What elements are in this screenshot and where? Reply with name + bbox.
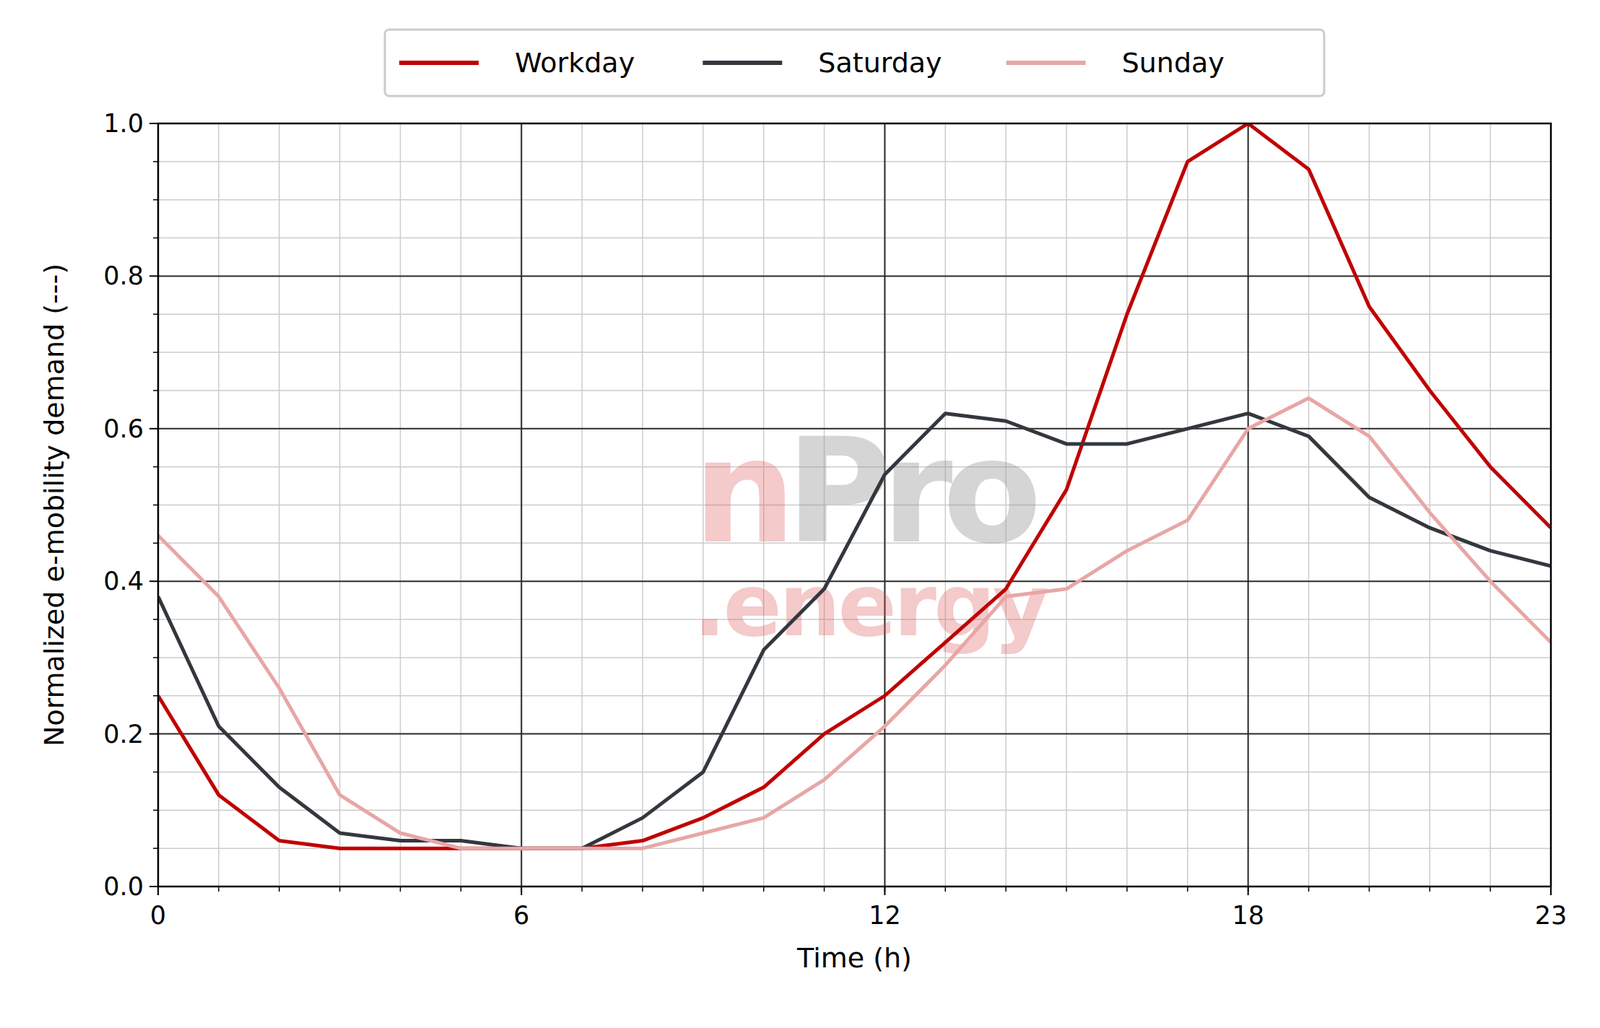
minor-grid-line bbox=[158, 695, 1551, 697]
tick bbox=[149, 580, 159, 582]
series-line bbox=[158, 413, 1551, 849]
minor-grid-line bbox=[158, 389, 1551, 392]
legend-box bbox=[384, 29, 1325, 97]
tick-label: 0.2 bbox=[103, 719, 144, 749]
minor-grid-line bbox=[158, 237, 1551, 239]
watermark: nPro bbox=[693, 407, 1037, 576]
watermark-text: n bbox=[693, 407, 786, 576]
tick-label: 0.6 bbox=[103, 414, 144, 444]
grid-line bbox=[1247, 123, 1250, 887]
watermark-text: Pro bbox=[785, 407, 1036, 576]
legend-swatch bbox=[1006, 60, 1086, 65]
background bbox=[0, 0, 1600, 1028]
legend-label: Workday bbox=[514, 46, 635, 79]
tick-label: 23 bbox=[1535, 901, 1568, 930]
tick bbox=[1550, 886, 1552, 896]
tick-label: 1.0 bbox=[103, 109, 144, 138]
series-line bbox=[158, 123, 1551, 849]
tick-label: 0.0 bbox=[103, 872, 144, 902]
minor-grid bbox=[158, 123, 1551, 887]
x-axis-label: Time (h) bbox=[796, 942, 912, 975]
legend: Workday Saturday Sunday bbox=[384, 29, 1325, 97]
tick bbox=[883, 886, 886, 896]
tick bbox=[149, 885, 159, 888]
tick-label: 6 bbox=[513, 901, 530, 930]
grid-line bbox=[158, 733, 1551, 736]
tick-label: 0.8 bbox=[103, 261, 144, 291]
grid-line bbox=[520, 123, 523, 887]
tick-label: 18 bbox=[1231, 901, 1265, 930]
minor-grid-line bbox=[158, 161, 1551, 163]
tick bbox=[149, 428, 159, 430]
tick bbox=[520, 886, 523, 896]
tick bbox=[149, 733, 159, 736]
tick-label: 12 bbox=[868, 901, 902, 930]
grid-line bbox=[158, 275, 1551, 277]
tick bbox=[149, 122, 159, 125]
legend-swatch bbox=[702, 60, 782, 65]
minor-grid-line bbox=[158, 657, 1551, 659]
minor-grid-line bbox=[158, 771, 1551, 774]
tick bbox=[157, 886, 159, 896]
minor-grid-line bbox=[158, 199, 1551, 201]
legend-label: Saturday bbox=[818, 46, 942, 79]
tick bbox=[149, 275, 159, 277]
y-axis-label: Normalized e-mobility demand (---) bbox=[38, 263, 71, 747]
tick-label: 0 bbox=[150, 901, 167, 930]
chart: 0 6 12 18 23 0.0 0.2 0.4 0.6 0.8 1.0 nPro.energy Tim… bbox=[0, 0, 1600, 1028]
series-line bbox=[158, 398, 1551, 850]
legend-label: Sunday bbox=[1122, 46, 1225, 79]
legend-swatch bbox=[399, 60, 479, 65]
minor-grid-line bbox=[158, 314, 1551, 316]
tick-label: 0.4 bbox=[103, 566, 144, 596]
minor-grid-line bbox=[520, 123, 523, 887]
tick bbox=[1247, 886, 1250, 896]
minor-grid-line bbox=[1247, 123, 1250, 887]
minor-grid-line bbox=[158, 351, 1551, 354]
plot-frame bbox=[158, 123, 1551, 887]
lines bbox=[158, 123, 1551, 849]
watermark-text: .energy bbox=[693, 555, 1049, 656]
